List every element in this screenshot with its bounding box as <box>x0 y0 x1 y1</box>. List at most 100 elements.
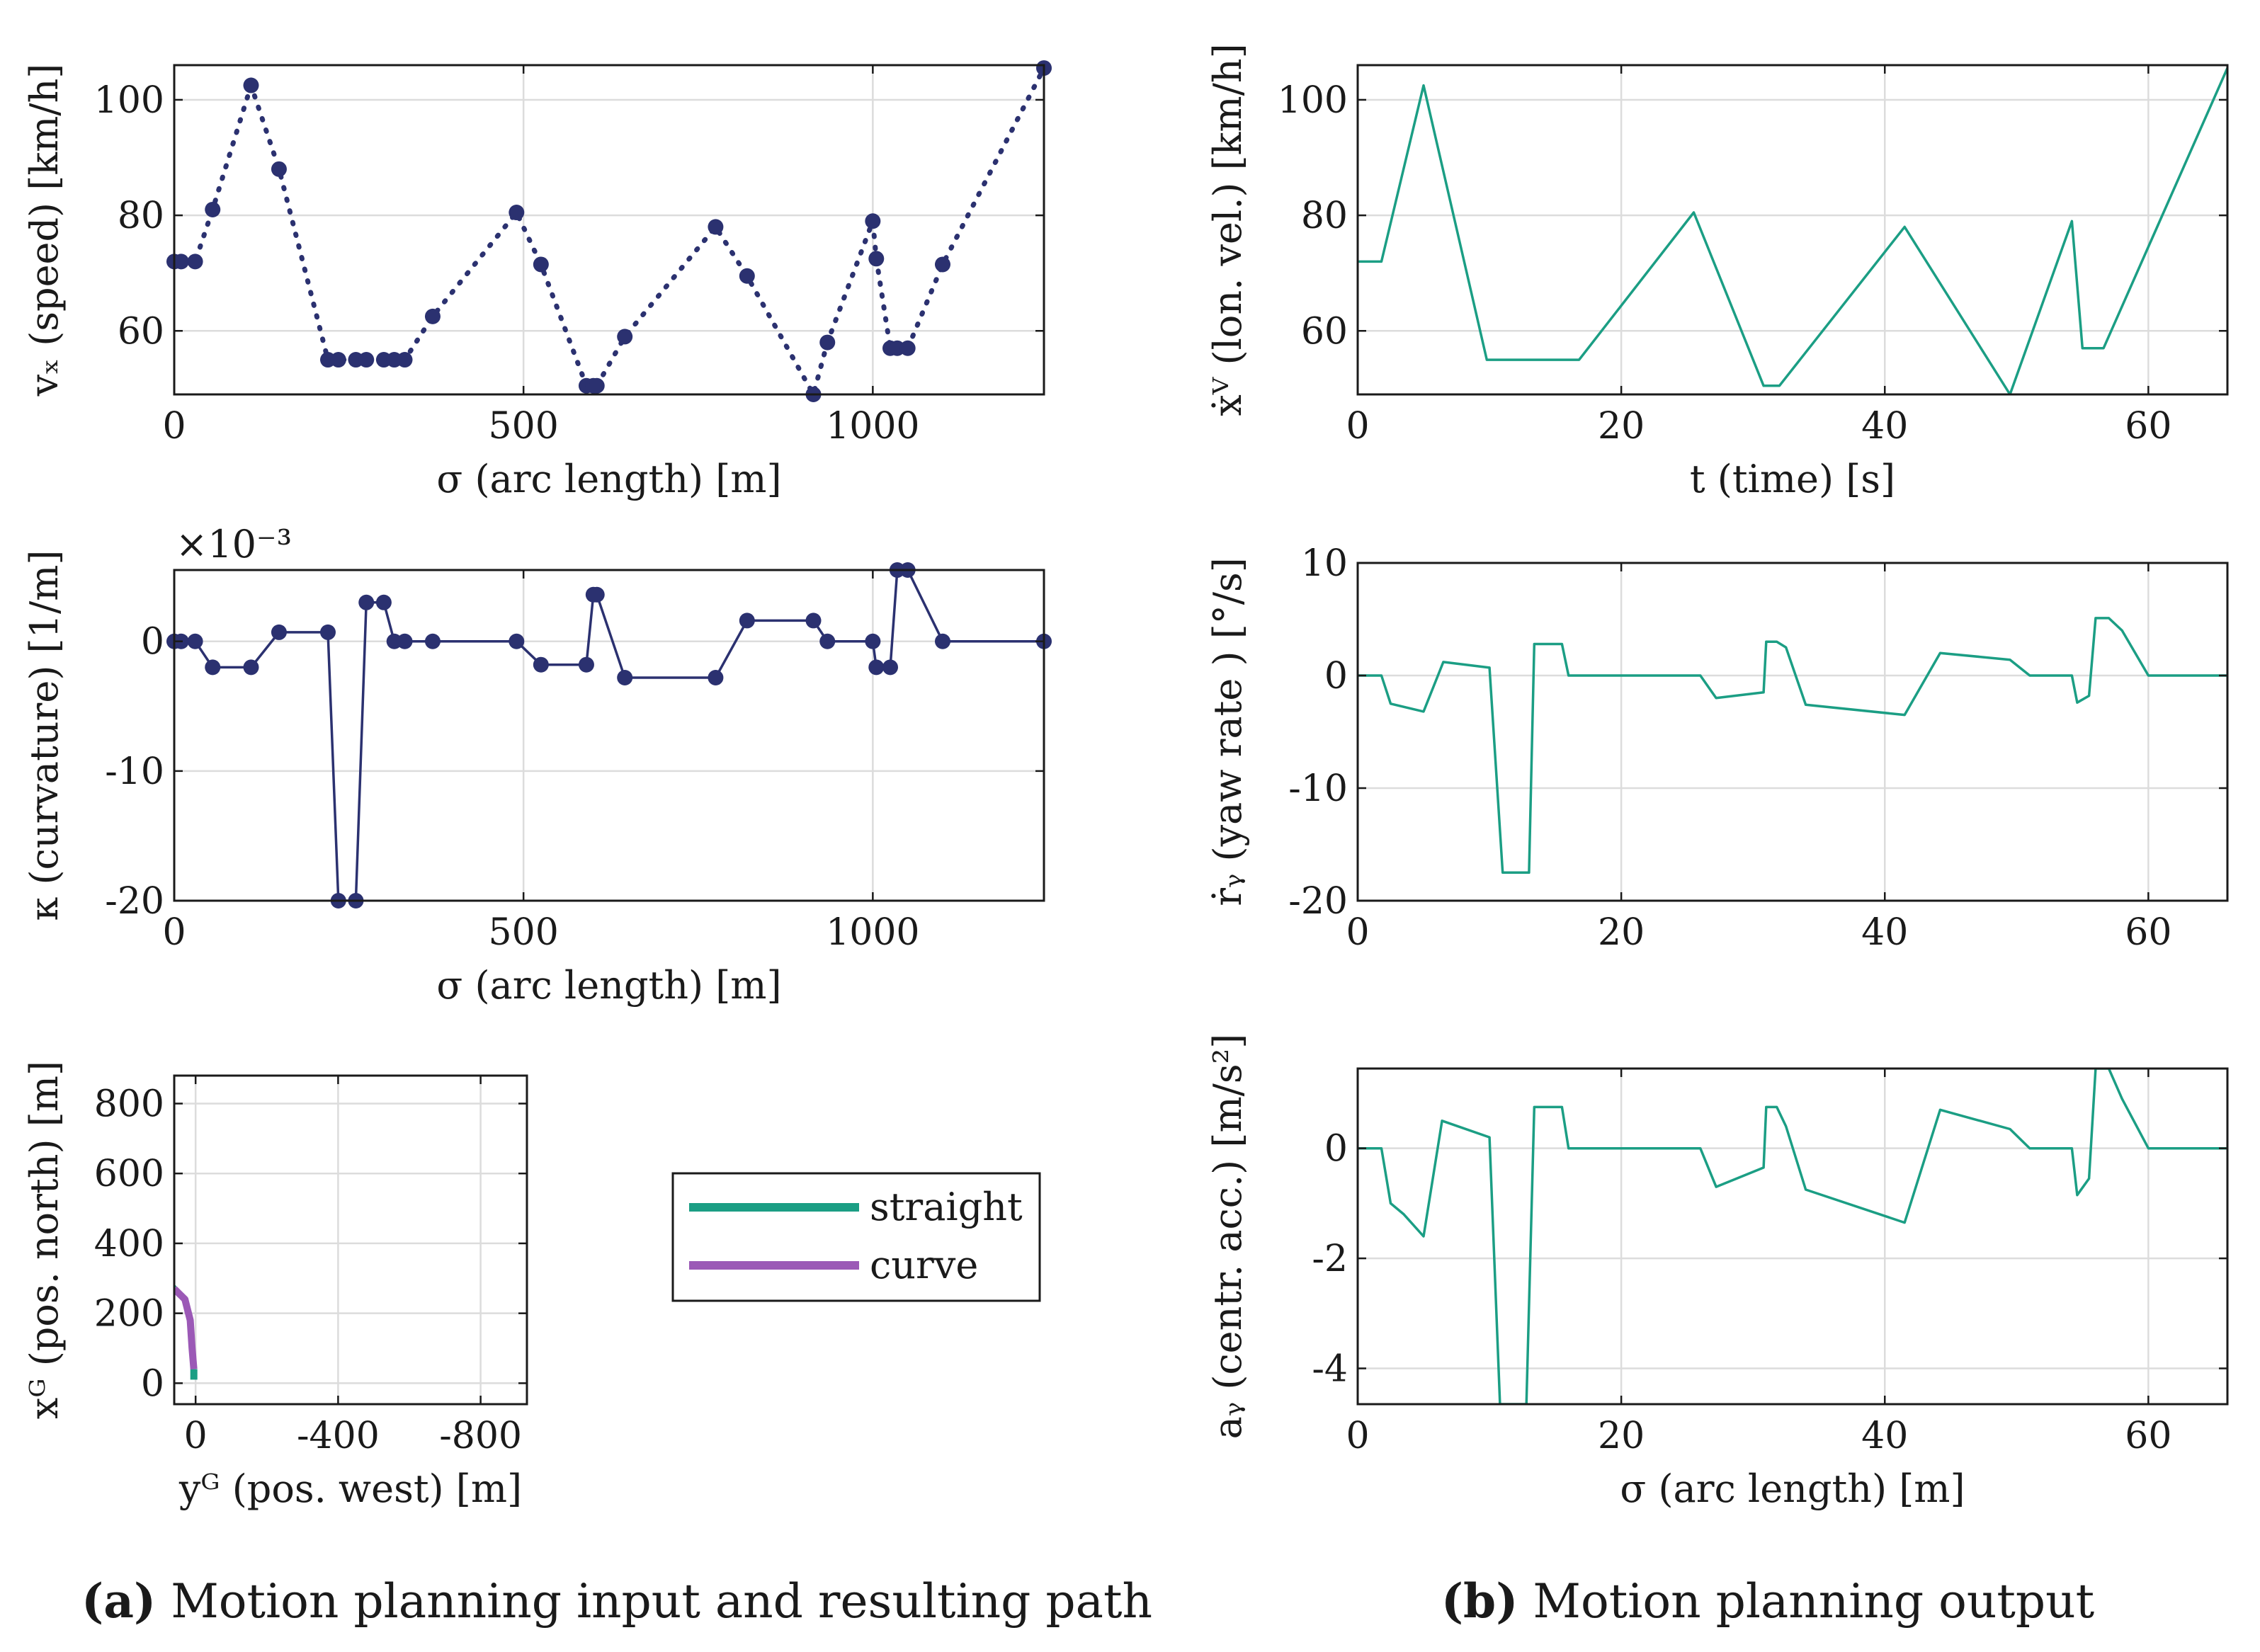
caption-right-tag: (b) <box>1441 1573 1518 1629</box>
y-tick-label: 0 <box>141 1362 164 1405</box>
data-point <box>805 613 822 629</box>
data-point <box>187 254 203 270</box>
data-point <box>271 161 287 177</box>
data-point <box>739 613 755 629</box>
data-point <box>617 329 633 345</box>
data-point <box>424 633 441 649</box>
caption-left: (a) Motion planning input and resulting … <box>81 1573 1152 1629</box>
x-tick-label: 60 <box>2125 405 2171 448</box>
data-point <box>375 594 392 610</box>
legend: straight curve <box>671 1172 1041 1302</box>
y-tick-label: -10 <box>1288 768 1348 810</box>
y-tick-label: 100 <box>94 79 164 122</box>
x-tick-label: 0 <box>1346 911 1369 954</box>
x-tick-label: 500 <box>489 911 559 954</box>
curvature-chart: 0 500 1000 -20 -10 0 σ (arc length) [m] κ (curv… <box>22 522 1052 1008</box>
data-point <box>533 656 549 673</box>
data-point <box>358 352 375 368</box>
axis-exponent-label: ×10⁻³ <box>176 522 292 566</box>
x-tick-label: -800 <box>439 1415 522 1457</box>
data-point <box>934 633 950 649</box>
x-axis-label: σ (arc length) [m] <box>436 963 781 1008</box>
y-tick-label: 0 <box>1324 1128 1348 1170</box>
caption-left-tag: (a) <box>81 1573 156 1629</box>
legend-straight-label: straight <box>870 1185 1023 1229</box>
y-axis-label: κ (curvature) [1/m] <box>22 550 67 921</box>
x-tick-label: 20 <box>1598 1415 1645 1457</box>
x-tick-label: 500 <box>489 405 559 448</box>
series-line <box>1358 617 2227 875</box>
data-point <box>868 251 885 267</box>
caption-right-text: Motion planning output <box>1518 1574 2094 1629</box>
data-point <box>330 352 346 368</box>
data-point <box>243 77 259 93</box>
data-point <box>899 340 916 356</box>
axes-box <box>1356 562 2229 902</box>
legend-curve-label: curve <box>870 1243 978 1287</box>
data-point <box>358 594 375 610</box>
series-group <box>174 1284 198 1380</box>
data-point <box>509 205 525 221</box>
path-chart: 0 -400 -800 0 200 400 600 800 yᴳ (pos. west) [m]… <box>22 1061 528 1511</box>
y-tick-label: -4 <box>1312 1348 1348 1390</box>
x-axis-label: t (time) [s] <box>1690 457 1895 501</box>
data-point <box>819 633 836 649</box>
x-tick-label: 1000 <box>826 405 919 448</box>
series-group <box>1358 1069 2227 1404</box>
y-tick-label: 80 <box>1301 195 1348 237</box>
y-tick-label: -20 <box>105 880 164 923</box>
axes-box <box>1356 1067 2229 1406</box>
y-tick-label: 100 <box>1278 79 1348 122</box>
path-segment-curve <box>174 1286 198 1370</box>
data-point <box>739 268 755 284</box>
series-group <box>174 570 1044 901</box>
axes-box <box>173 1074 528 1406</box>
data-point <box>173 254 189 270</box>
data-point <box>424 308 441 324</box>
y-axis-label: ẋⱽ (lon. vel.) [km/h] <box>1205 43 1250 416</box>
x-tick-label: 40 <box>1861 1415 1908 1457</box>
x-tick-label: 20 <box>1598 405 1645 448</box>
data-point <box>617 670 633 686</box>
series-group <box>1358 67 2227 394</box>
data-point <box>319 624 336 640</box>
data-point <box>934 256 950 273</box>
y-tick-label: 60 <box>1301 310 1348 353</box>
data-point <box>882 659 899 676</box>
y-tick-label: 60 <box>118 310 164 353</box>
x-tick-label: -400 <box>297 1415 380 1457</box>
data-point <box>397 352 413 368</box>
data-point <box>397 633 413 649</box>
y-tick-label: 0 <box>1324 655 1348 697</box>
data-point <box>509 633 525 649</box>
x-tick-label: 0 <box>162 405 186 448</box>
data-point <box>271 624 287 640</box>
data-point <box>243 659 259 676</box>
data-point <box>868 659 885 676</box>
y-tick-label: 0 <box>141 621 164 663</box>
caption-left-text: Motion planning input and resulting path <box>156 1574 1152 1629</box>
y-axis-label: aᵧ (centr. acc.) [m/s²] <box>1205 1034 1250 1440</box>
data-point <box>589 586 605 603</box>
y-tick-label: -10 <box>105 751 164 793</box>
data-point <box>865 213 881 229</box>
y-axis-label: ṙᵧ (yaw rate ) [°/s] <box>1205 557 1250 906</box>
x-tick-label: 20 <box>1598 911 1645 954</box>
data-point <box>187 633 203 649</box>
series-line <box>1358 1069 2227 1404</box>
y-axis-label: xᴳ (pos. north) [m] <box>22 1061 67 1419</box>
axes-box <box>173 64 1045 396</box>
y-tick-label: 400 <box>94 1223 164 1265</box>
y-tick-label: -20 <box>1288 880 1348 923</box>
x-tick-label: 60 <box>2125 1415 2171 1457</box>
x-axis-label: σ (arc length) [m] <box>1620 1466 1965 1511</box>
y-tick-label: 200 <box>94 1293 164 1335</box>
y-tick-label: 800 <box>94 1083 164 1125</box>
lon-vel-chart: 0 20 40 60 60 80 100 t (time) [s] ẋⱽ (lon. vel.)… <box>1205 43 2229 501</box>
y-tick-label: 600 <box>94 1153 164 1195</box>
x-tick-label: 0 <box>184 1415 208 1457</box>
data-point <box>819 334 836 351</box>
x-tick-label: 0 <box>1346 1415 1369 1457</box>
data-point <box>708 670 724 686</box>
